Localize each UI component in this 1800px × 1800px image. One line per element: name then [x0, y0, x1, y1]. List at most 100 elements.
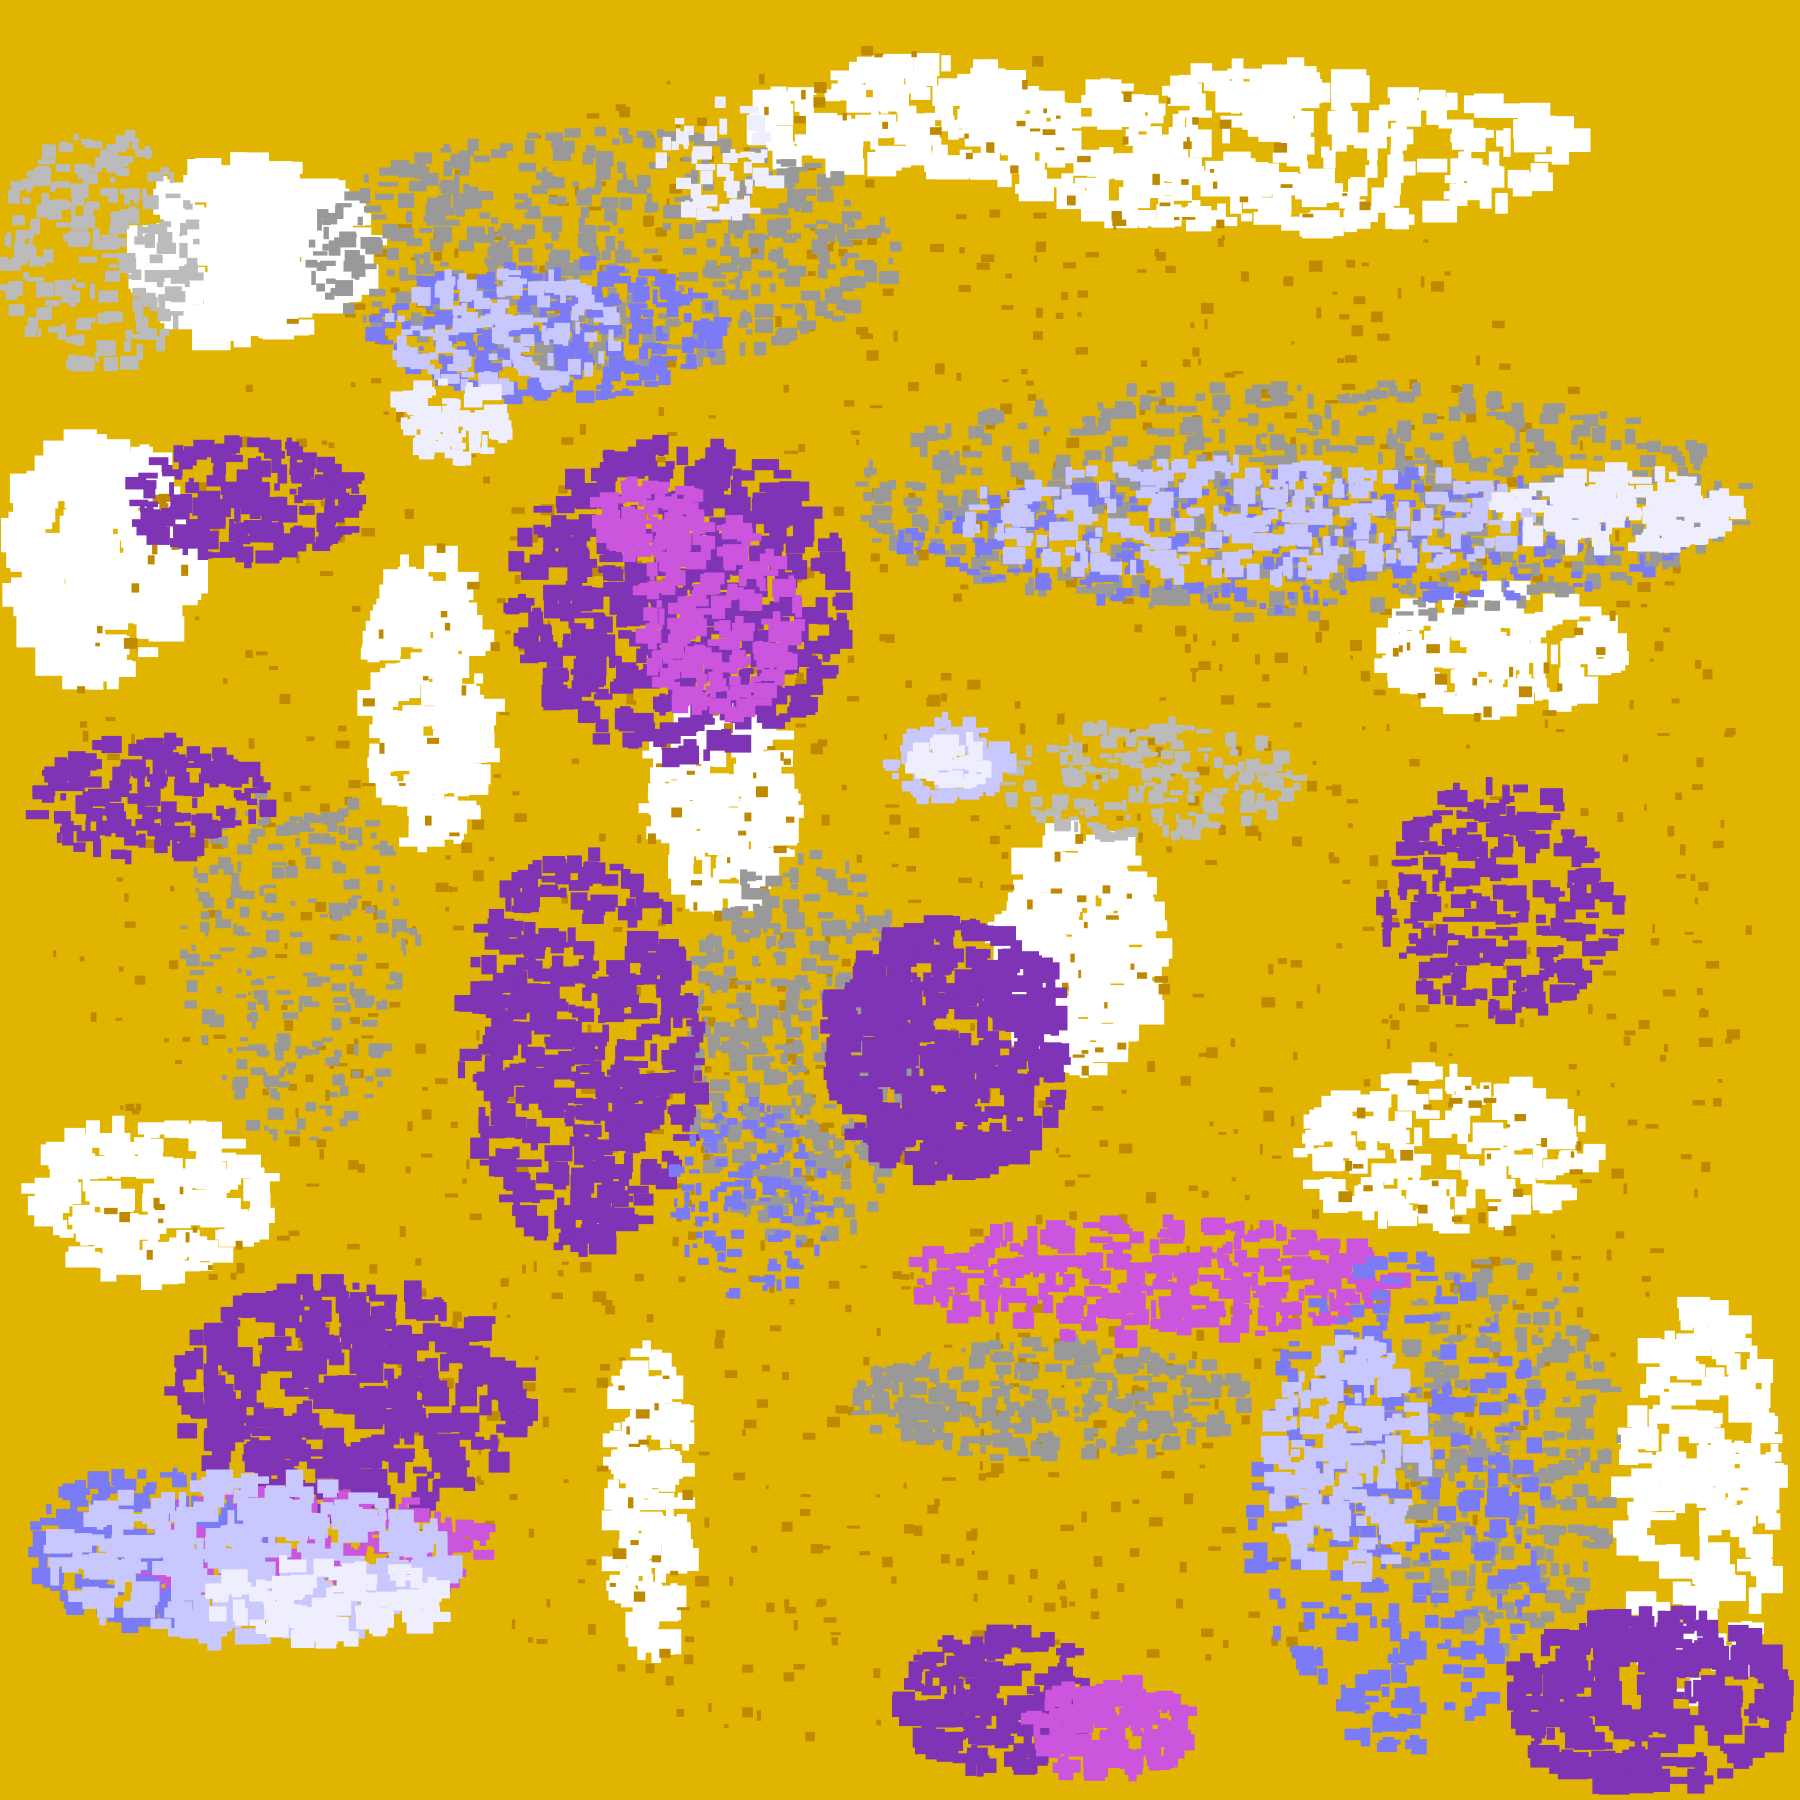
raster-patch-gray — [845, 860, 850, 874]
raster-patch-dark-gold — [733, 1472, 746, 1481]
raster-patch-white — [1637, 1338, 1661, 1364]
raster-patch-dark-gold — [1192, 347, 1200, 357]
raster-patch-white — [702, 856, 711, 880]
raster-patch-gray — [463, 183, 470, 199]
raster-patch-gray — [542, 216, 562, 233]
raster-patch-gray — [824, 311, 834, 319]
raster-patch-dark-gold — [613, 927, 623, 932]
raster-patch-dark-gold — [1363, 1185, 1373, 1192]
raster-patch-dark-gold — [830, 1632, 841, 1636]
raster-patch-dark-gold — [1221, 695, 1234, 705]
raster-patch-dark-gold — [697, 117, 707, 126]
raster-patch-dark-gold — [1309, 260, 1323, 272]
raster-patch-dark-gold — [760, 1240, 765, 1251]
raster-patch-dark-gold — [1684, 931, 1694, 935]
raster-patch-dark-gold — [1181, 217, 1196, 220]
raster-patch-gray — [1209, 382, 1226, 394]
raster-patch-dark-gold — [956, 214, 967, 220]
raster-patch-dark-gold — [1557, 683, 1563, 692]
raster-patch-dark-gold — [783, 758, 791, 765]
raster-patch-white — [144, 1124, 160, 1138]
raster-patch-white — [935, 105, 954, 121]
raster-patch-dark-gold — [1271, 1155, 1282, 1159]
raster-patch-gray — [316, 283, 326, 292]
raster-patch-dark-gold — [609, 1582, 616, 1587]
raster-patch-white — [885, 126, 921, 138]
raster-patch-white — [1151, 219, 1175, 228]
raster-patch-gray — [888, 479, 897, 490]
raster-patch-gray — [1018, 470, 1035, 480]
raster-patch-dark-gold — [1579, 440, 1583, 451]
raster-patch-gray — [379, 167, 399, 176]
raster-patch-gray — [906, 555, 918, 567]
raster-patch-dark-gold — [1644, 804, 1647, 811]
raster-patch-gray — [846, 275, 862, 288]
raster-patch-dark-gold — [751, 1545, 758, 1553]
raster-patch-dark-gold — [1072, 1054, 1085, 1058]
raster-patch-dark-gold — [1231, 1177, 1237, 1182]
raster-patch-dark-gold — [1033, 331, 1043, 340]
raster-patch-gray — [1315, 439, 1330, 446]
raster-patch-white — [1367, 133, 1387, 143]
raster-patch-dark-gold — [542, 1416, 549, 1428]
raster-patch-gray — [1307, 394, 1314, 409]
raster-patch-dark-gold — [967, 679, 981, 690]
raster-patch-dark-gold — [1138, 832, 1143, 843]
raster-patch-dark-gold — [1512, 1304, 1525, 1310]
raster-patch-dark-gold — [744, 812, 752, 822]
raster-patch-gray — [454, 174, 460, 185]
raster-patch-white — [1081, 95, 1100, 108]
raster-patch-dark-gold — [182, 1037, 191, 1042]
raster-patch-dark-gold — [1606, 1013, 1617, 1020]
raster-patch-white — [297, 214, 321, 226]
raster-patch-gray — [1338, 583, 1343, 590]
raster-patch-dark-gold — [1083, 921, 1088, 929]
raster-patch-dark-gold — [399, 1226, 406, 1237]
raster-patch-dark-gold — [1129, 1548, 1140, 1557]
raster-patch-white — [637, 1537, 650, 1552]
raster-patch-dark-gold — [472, 819, 485, 830]
raster-patch-white — [1318, 1146, 1334, 1161]
raster-patch-gray — [1355, 436, 1375, 446]
raster-patch-dark-gold — [415, 1258, 422, 1266]
raster-patch-dark-gold — [882, 121, 888, 129]
raster-patch-gray — [1331, 421, 1340, 436]
raster-patch-gray — [981, 433, 992, 446]
raster-patch-white — [164, 558, 208, 594]
raster-patch-gray — [804, 224, 817, 229]
raster-patch-white — [207, 326, 239, 341]
raster-patch-white — [1550, 644, 1558, 665]
raster-patch-dark-gold — [738, 830, 747, 836]
raster-patch-white — [243, 307, 283, 334]
raster-patch-white — [294, 197, 309, 232]
raster-patch-dark-gold — [1316, 307, 1322, 319]
raster-patch-white — [1503, 128, 1511, 157]
raster-patch-dark-gold — [1350, 655, 1353, 660]
raster-patch-dark-gold — [1061, 1384, 1065, 1388]
raster-patch-dark-gold — [889, 814, 901, 825]
raster-patch-dark-gold — [588, 1623, 596, 1635]
raster-patch-dark-gold — [1126, 893, 1133, 899]
raster-patch-white — [462, 731, 495, 748]
raster-patch-gray — [386, 247, 399, 260]
raster-patch-white — [1071, 853, 1101, 881]
raster-patch-dark-gold — [222, 678, 228, 684]
raster-patch-dark-gold — [539, 265, 545, 273]
raster-patch-dark-gold — [682, 1489, 693, 1500]
raster-patch-dark-gold — [959, 247, 965, 254]
raster-patch-dark-gold — [1019, 723, 1026, 735]
raster-patch-white — [1322, 1120, 1343, 1134]
raster-patch-white — [1336, 91, 1351, 118]
raster-patch-dark-gold — [841, 958, 851, 967]
raster-patch-dark-gold — [1111, 211, 1122, 221]
raster-patch-dark-gold — [1307, 780, 1318, 792]
raster-patch-gray — [1259, 444, 1267, 452]
raster-patch-gray — [878, 271, 899, 285]
raster-patch-gray — [816, 220, 828, 225]
raster-patch-dark-gold — [325, 1089, 330, 1101]
raster-patch-dark-gold — [1705, 961, 1720, 969]
raster-patch-white — [774, 794, 797, 807]
raster-patch-dark-gold — [742, 1664, 754, 1673]
raster-patch-dark-gold — [1254, 1358, 1262, 1370]
raster-patch-gray — [787, 232, 793, 238]
